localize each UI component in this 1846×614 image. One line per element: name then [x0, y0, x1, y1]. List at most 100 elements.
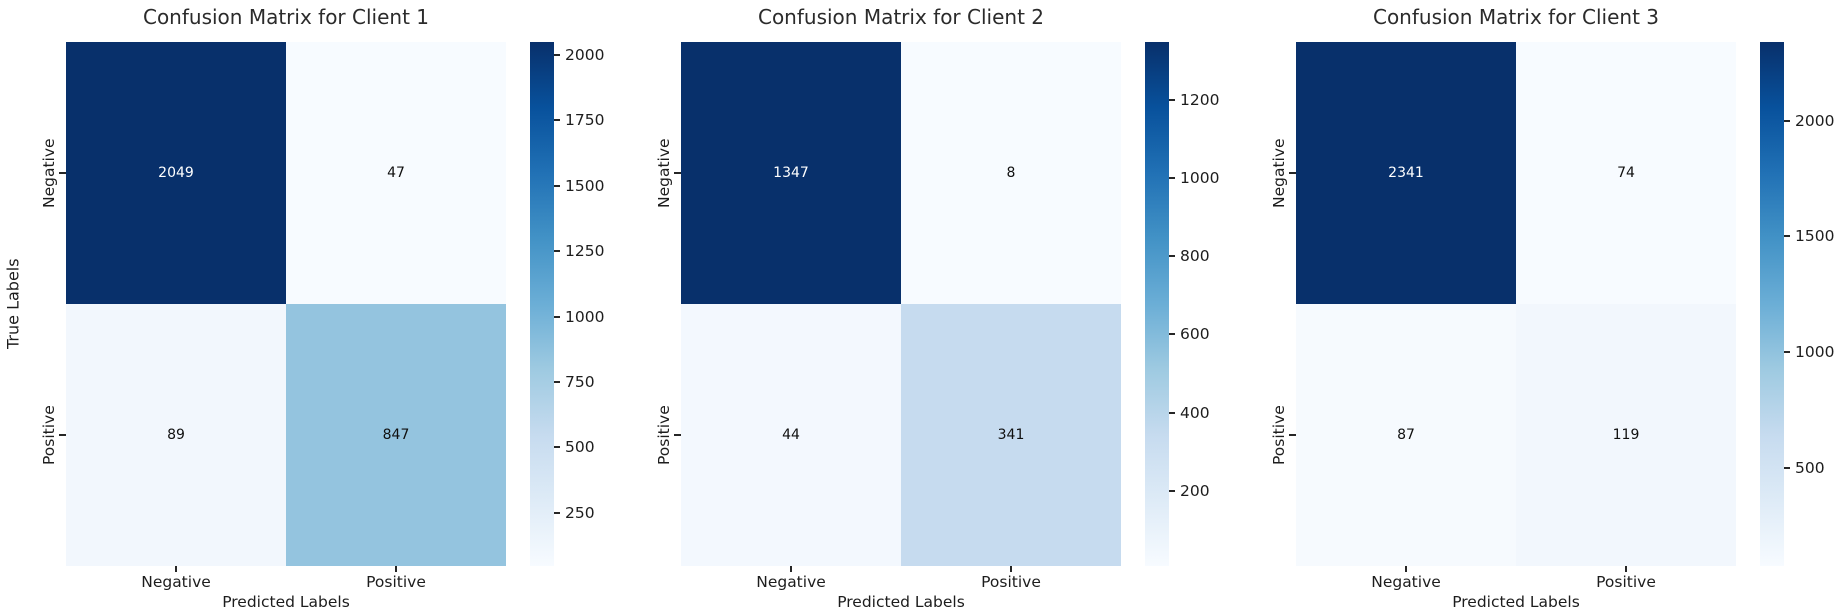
colorbar-tick-label: 1200	[1180, 90, 1220, 109]
colorbar-tick-label: 1500	[1795, 227, 1835, 246]
matrix-cell: 2341	[1296, 42, 1516, 304]
chart-title: Confusion Matrix for Client 2	[757, 5, 1044, 29]
matrix-cell-value: 87	[1397, 427, 1415, 443]
matrix-cell: 1347	[681, 42, 901, 304]
chart-title: Confusion Matrix for Client 1	[142, 5, 429, 29]
y-tick-mark	[1289, 172, 1296, 174]
colorbar-tick-mark	[1784, 235, 1790, 238]
confusion-matrix-panel-client-1: Confusion Matrix for Client 1 True Label…	[0, 0, 616, 614]
colorbar-tick-mark	[1169, 176, 1175, 179]
matrix-cell: 44	[681, 304, 901, 566]
colorbar-tick-label: 500	[565, 438, 595, 457]
y-axis-label: True Labels	[3, 258, 23, 350]
colorbar	[1145, 42, 1169, 566]
colorbar-tick-label: 500	[1795, 458, 1825, 477]
y-tick-mark	[674, 172, 681, 174]
matrix-cell-value: 119	[1612, 427, 1640, 443]
heatmap-grid: 2341 74 87 119	[1296, 42, 1736, 566]
chart-title: Confusion Matrix for Client 3	[1372, 5, 1659, 29]
colorbar-tick-label: 1500	[565, 176, 605, 195]
matrix-cell-value: 847	[382, 427, 410, 443]
x-tick-mark	[790, 566, 792, 572]
colorbar-tick-mark	[554, 511, 560, 514]
y-tick-label: Positive	[655, 405, 673, 465]
colorbar-tick-label: 1250	[565, 242, 605, 261]
x-tick-mark	[175, 566, 177, 572]
x-tick-mark	[1010, 566, 1012, 572]
x-axis-label: Predicted Labels	[222, 593, 350, 611]
confusion-matrix-panel-client-2: Confusion Matrix for Client 2 1347 8 44 341…	[615, 0, 1231, 614]
colorbar-tick-mark	[554, 184, 560, 187]
x-tick-mark	[1625, 566, 1627, 572]
y-tick-label: Positive	[1270, 405, 1288, 465]
confusion-matrix-panel-client-3: Confusion Matrix for Client 3 2341 74 87 11…	[1230, 0, 1846, 614]
y-tick-mark	[1289, 434, 1296, 436]
x-tick-label: Positive	[1596, 573, 1656, 591]
matrix-cell-value: 47	[387, 165, 405, 181]
x-tick-label: Negative	[1371, 573, 1441, 591]
matrix-cell: 89	[66, 304, 286, 566]
matrix-cell-value: 8	[1006, 165, 1016, 181]
colorbar-tick-label: 800	[1180, 247, 1210, 266]
colorbar-tick-label: 1750	[565, 111, 605, 130]
x-axis-label: Predicted Labels	[1452, 593, 1580, 611]
matrix-cell-value: 2049	[158, 165, 194, 181]
colorbar-tick-label: 750	[565, 372, 595, 391]
y-tick-label: Negative	[1270, 138, 1288, 208]
matrix-cell-value: 74	[1617, 165, 1635, 181]
matrix-cell: 87	[1296, 304, 1516, 566]
colorbar-tick-mark	[554, 119, 560, 122]
x-tick-label: Negative	[756, 573, 826, 591]
colorbar-tick-mark	[1169, 411, 1175, 414]
matrix-cell-value: 89	[167, 427, 185, 443]
y-tick-mark	[674, 434, 681, 436]
matrix-cell-value: 2341	[1388, 165, 1424, 181]
colorbar-tick-mark	[1169, 333, 1175, 336]
heatmap-grid: 1347 8 44 341	[681, 42, 1121, 566]
colorbar-tick-mark	[1784, 466, 1790, 469]
y-tick-mark	[59, 172, 66, 174]
y-tick-label: Negative	[40, 138, 58, 208]
matrix-cell: 119	[1516, 304, 1736, 566]
colorbar-tick-mark	[554, 446, 560, 449]
matrix-cell-value: 44	[782, 427, 800, 443]
colorbar-tick-label: 1000	[1180, 168, 1220, 187]
matrix-cell: 847	[286, 304, 506, 566]
colorbar-tick-mark	[554, 380, 560, 383]
matrix-cell: 341	[901, 304, 1121, 566]
colorbar-tick-label: 600	[1180, 325, 1210, 344]
colorbar-tick-label: 2000	[1795, 111, 1835, 130]
matrix-cell: 8	[901, 42, 1121, 304]
colorbar-tick-mark	[554, 250, 560, 253]
colorbar	[1760, 42, 1784, 566]
matrix-cell: 74	[1516, 42, 1736, 304]
colorbar-tick-mark	[554, 315, 560, 318]
colorbar-tick-mark	[1784, 119, 1790, 122]
colorbar-tick-label: 1000	[1795, 342, 1835, 361]
x-tick-label: Negative	[141, 573, 211, 591]
y-tick-mark	[59, 434, 66, 436]
x-axis-label: Predicted Labels	[837, 593, 965, 611]
x-tick-label: Positive	[981, 573, 1041, 591]
heatmap-grid: 2049 47 89 847	[66, 42, 506, 566]
colorbar-tick-label: 1000	[565, 307, 605, 326]
colorbar	[530, 42, 554, 566]
colorbar-tick-label: 200	[1180, 481, 1210, 500]
colorbar-tick-mark	[1784, 350, 1790, 353]
colorbar-tick-label: 400	[1180, 403, 1210, 422]
matrix-cell-value: 1347	[773, 165, 809, 181]
colorbar-tick-mark	[1169, 489, 1175, 492]
y-tick-label: Positive	[40, 405, 58, 465]
x-tick-label: Positive	[366, 573, 426, 591]
matrix-cell: 47	[286, 42, 506, 304]
x-tick-mark	[1405, 566, 1407, 572]
colorbar-tick-mark	[1169, 98, 1175, 101]
colorbar-tick-label: 2000	[565, 45, 605, 64]
matrix-cell-value: 341	[997, 427, 1025, 443]
y-tick-label: Negative	[655, 138, 673, 208]
colorbar-tick-mark	[554, 53, 560, 56]
colorbar-tick-mark	[1169, 255, 1175, 258]
colorbar-tick-label: 250	[565, 503, 595, 522]
matrix-cell: 2049	[66, 42, 286, 304]
